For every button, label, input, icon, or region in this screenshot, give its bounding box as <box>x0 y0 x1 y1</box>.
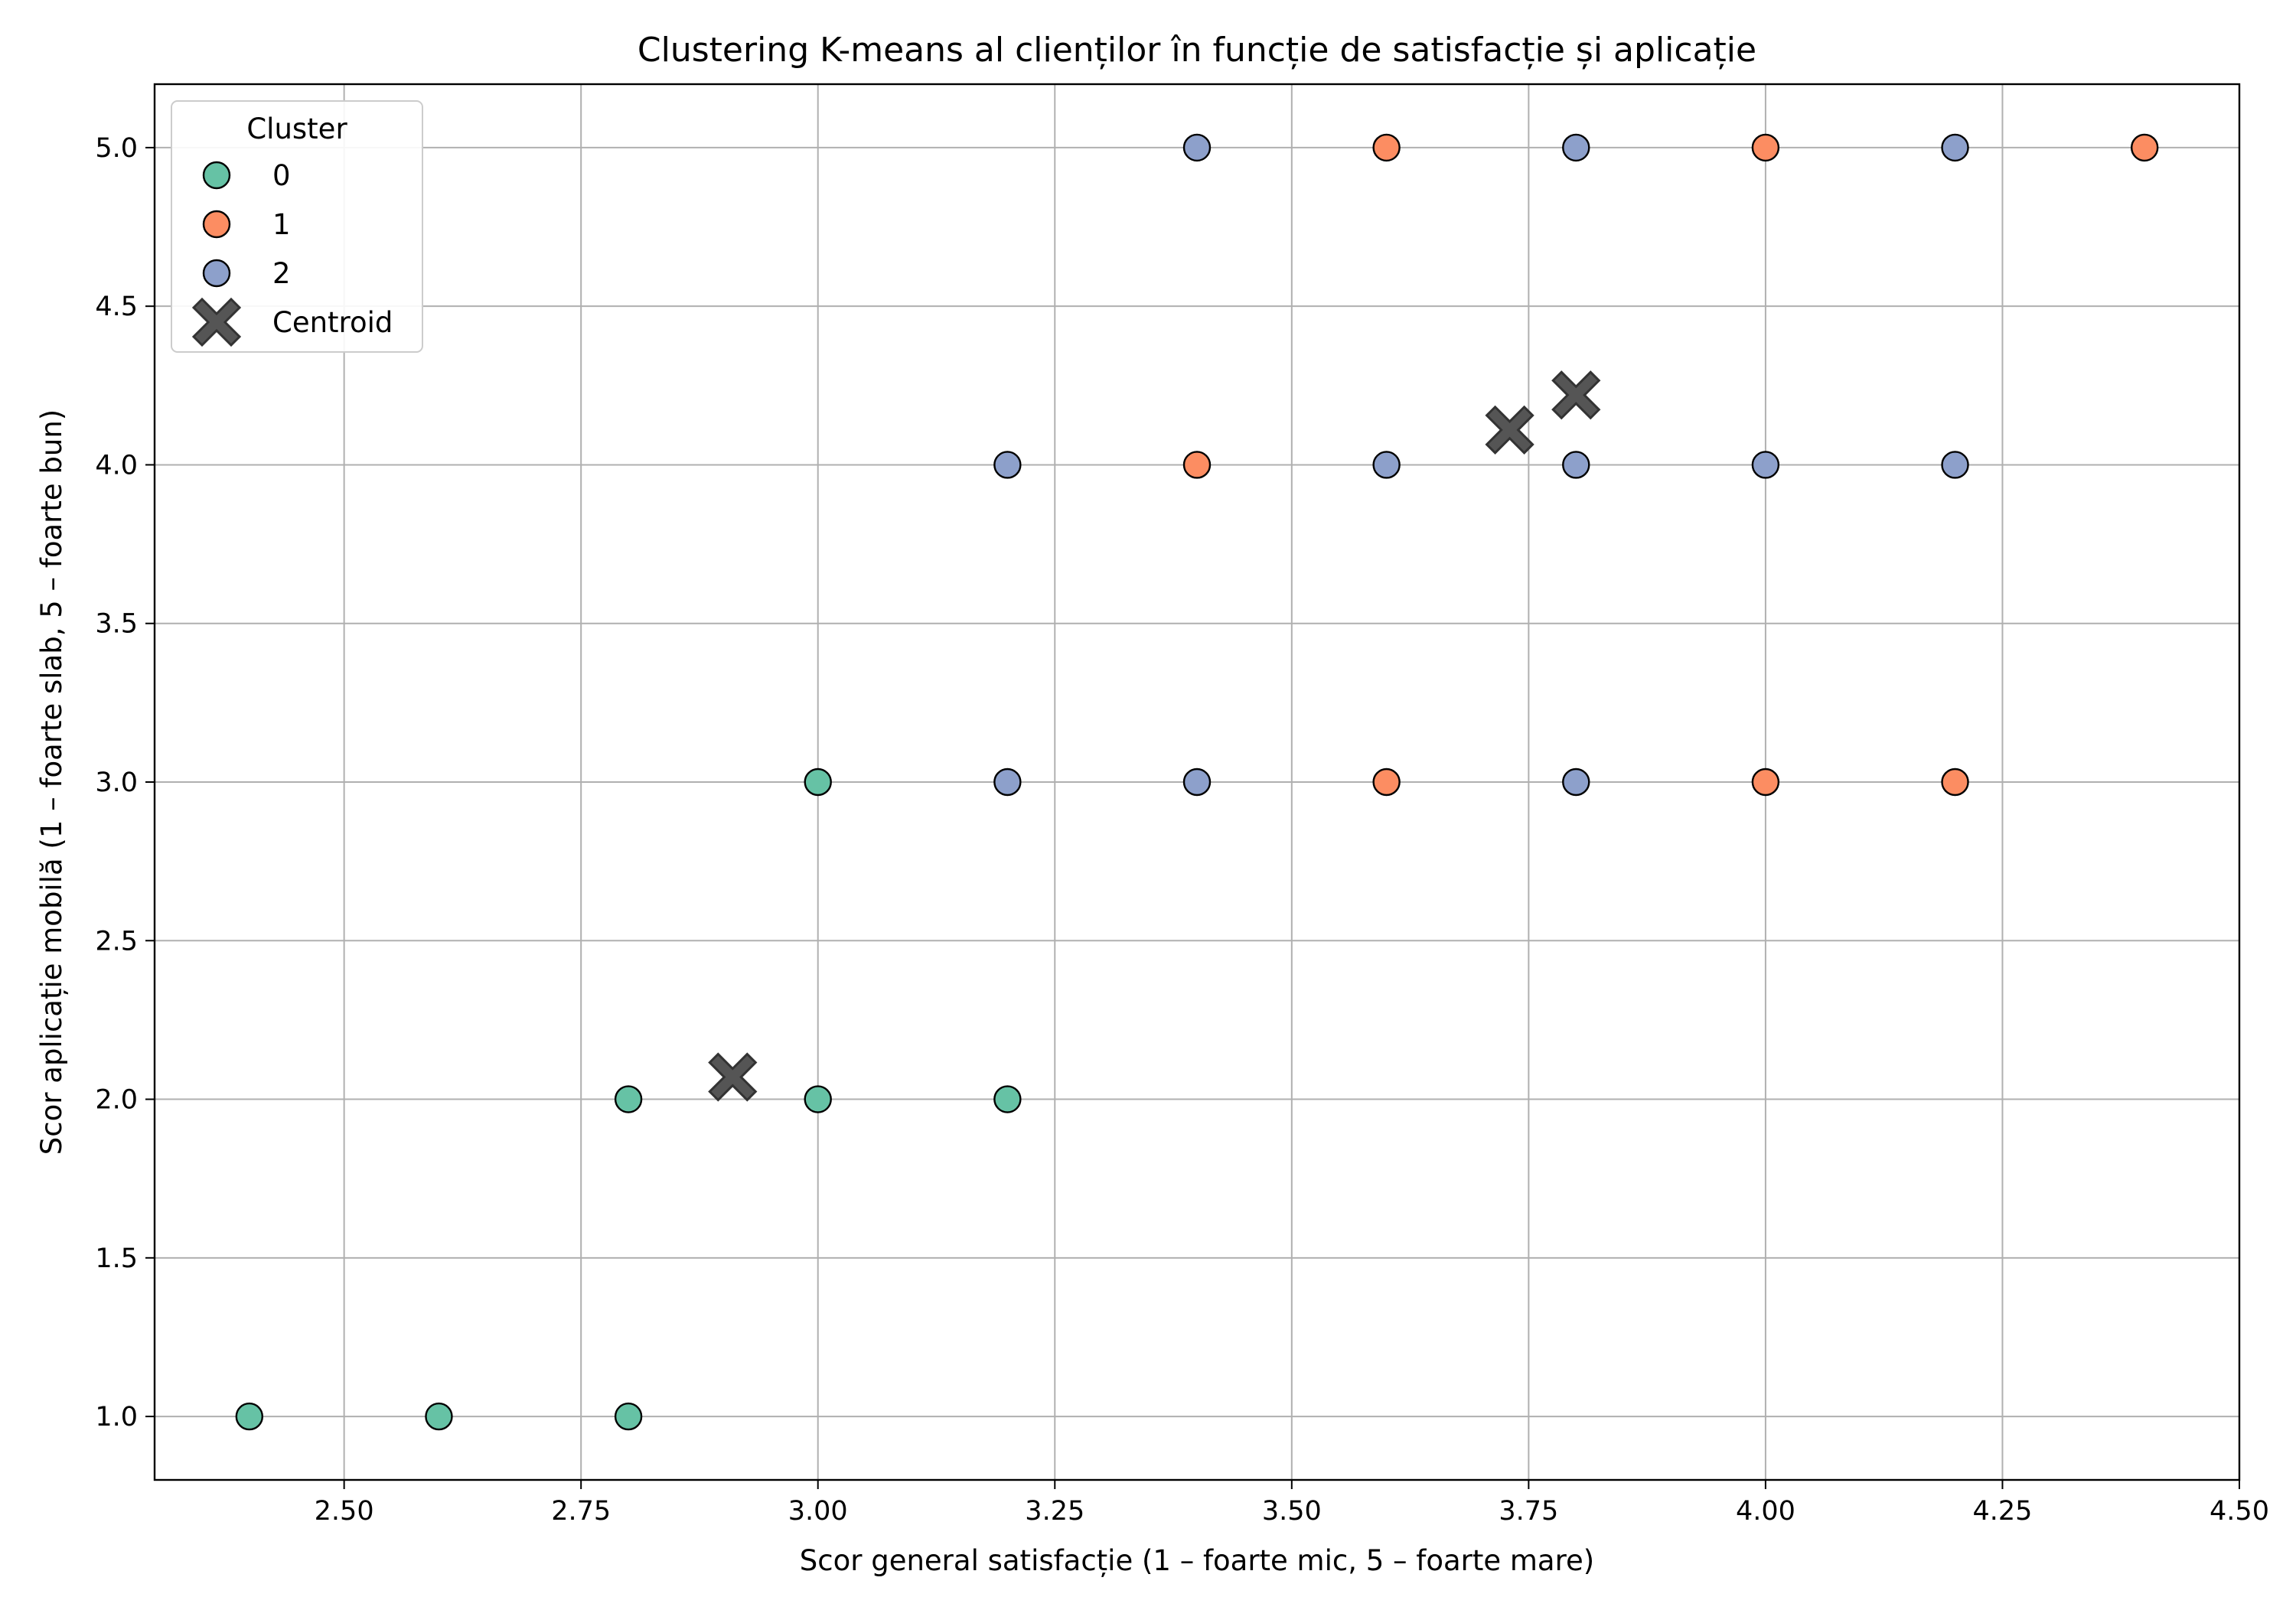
centroid-marker <box>1485 405 1534 455</box>
legend-marker-cluster-2 <box>202 259 231 288</box>
legend-marker-cluster-0 <box>202 161 231 190</box>
data-point-cluster-2 <box>993 451 1022 479</box>
data-point-cluster-1 <box>1372 133 1401 162</box>
data-point-cluster-0 <box>804 1085 832 1113</box>
data-point-cluster-2 <box>1182 768 1212 797</box>
x-tick-label: 4.00 <box>1736 1496 1795 1527</box>
ticks-layer: 2.50 2.75 3.00 3.25 3.50 3.75 4.00 4.25 4.501.01… <box>95 133 2269 1527</box>
x-tick-label: 2.75 <box>551 1496 611 1527</box>
data-point-cluster-0 <box>614 1085 643 1113</box>
x-tick-label: 3.00 <box>788 1496 848 1527</box>
legend-box <box>171 100 423 353</box>
data-point-cluster-2 <box>993 768 1022 797</box>
data-point-cluster-1 <box>1751 768 1780 797</box>
y-tick-label: 4.0 <box>95 450 138 481</box>
y-tick-label: 1.5 <box>95 1243 138 1274</box>
data-point-cluster-0 <box>614 1402 643 1431</box>
x-tick-label: 4.25 <box>1972 1496 2032 1527</box>
x-tick-label: 3.50 <box>1262 1496 1322 1527</box>
y-tick-label: 2.0 <box>95 1085 138 1116</box>
data-point-cluster-2 <box>1562 133 1590 162</box>
data-point-cluster-0 <box>804 768 832 797</box>
centroid-marker <box>708 1052 758 1102</box>
x-tick-label: 3.75 <box>1499 1496 1558 1527</box>
y-tick-label: 3.5 <box>95 609 138 640</box>
y-tick-label: 1.0 <box>95 1402 138 1432</box>
y-tick-label: 5.0 <box>95 133 138 164</box>
legend-marker-cluster-1 <box>202 210 231 239</box>
data-point-cluster-1 <box>1182 451 1212 479</box>
data-point-cluster-2 <box>1562 451 1590 479</box>
data-point-cluster-0 <box>235 1402 264 1431</box>
centroid-marker <box>1551 370 1601 420</box>
data-point-cluster-1 <box>1751 133 1780 162</box>
centroids-layer <box>708 370 1601 1102</box>
data-point-cluster-1 <box>2130 133 2159 162</box>
y-axis-label: Scor aplicație mobilă (1 – foarte slab, … <box>35 409 68 1155</box>
data-point-cluster-2 <box>1562 768 1590 797</box>
data-point-cluster-2 <box>1751 451 1780 479</box>
data-point-cluster-2 <box>1941 451 1969 479</box>
legend-label-cluster-0: 0 <box>272 159 291 192</box>
data-point-cluster-0 <box>993 1085 1022 1113</box>
data-point-cluster-1 <box>1372 768 1401 797</box>
y-tick-label: 4.5 <box>95 292 138 322</box>
y-tick-label: 2.5 <box>95 926 138 957</box>
legend-label-cluster-2: 2 <box>272 257 291 290</box>
data-point-cluster-2 <box>1372 451 1401 479</box>
legend: Cluster 0 1 2 Centroid <box>171 100 423 353</box>
legend-label-cluster-1: 1 <box>272 208 291 241</box>
legend-title: Cluster <box>246 112 347 145</box>
data-point-cluster-2 <box>1941 133 1969 162</box>
legend-label-centroid: Centroid <box>272 306 393 339</box>
x-tick-label: 2.50 <box>315 1496 374 1527</box>
data-point-cluster-2 <box>1182 133 1212 162</box>
x-axis-label: Scor general satisfacție (1 – foarte mic… <box>800 1544 1594 1577</box>
y-tick-label: 3.0 <box>95 768 138 798</box>
data-point-cluster-0 <box>425 1402 453 1431</box>
data-point-cluster-1 <box>1941 768 1969 797</box>
points-layer <box>235 133 2159 1431</box>
legend-items: 0 1 2 Centroid <box>191 159 393 347</box>
x-tick-label: 3.25 <box>1025 1496 1084 1527</box>
x-tick-label: 4.50 <box>2210 1496 2269 1527</box>
chart-title: Clustering K-means al clienților în func… <box>638 31 1756 70</box>
legend-marker-centroid <box>191 297 242 347</box>
